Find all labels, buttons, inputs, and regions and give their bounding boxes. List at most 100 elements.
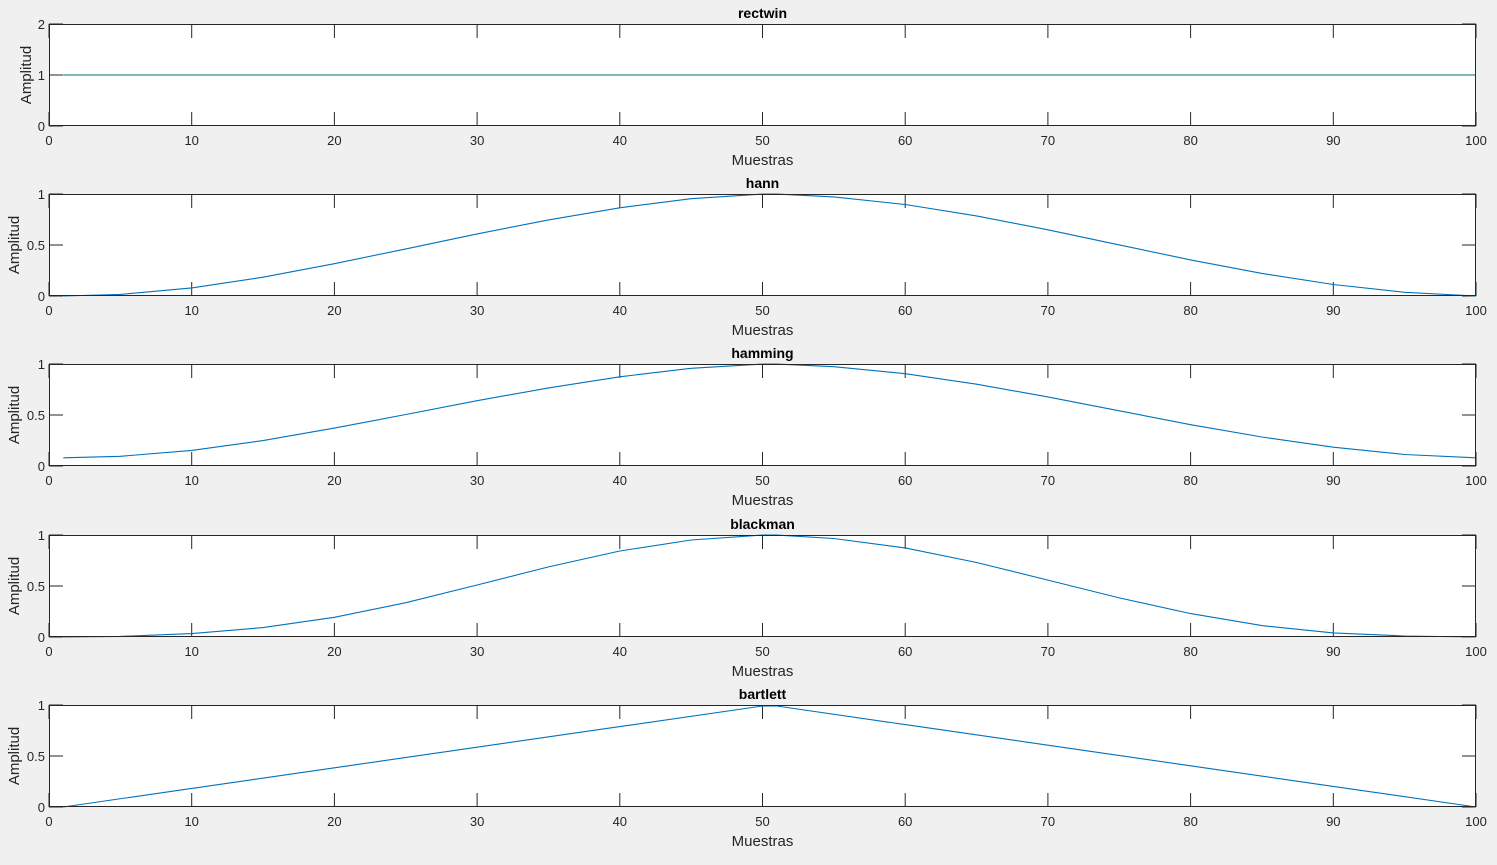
x-tick-label: 50 <box>755 473 769 488</box>
x-tick-label: 70 <box>1041 814 1055 829</box>
x-tick-label: 30 <box>470 303 484 318</box>
x-tick-label: 100 <box>1465 303 1487 318</box>
x-tick-label: 20 <box>327 133 341 148</box>
x-tick-label: 60 <box>898 473 912 488</box>
x-tick-label: 10 <box>184 473 198 488</box>
x-axis-label: Muestras <box>732 833 794 850</box>
y-tick-label: 2 <box>38 17 45 32</box>
x-tick-label: 90 <box>1326 473 1340 488</box>
x-tick-label: 0 <box>45 473 52 488</box>
x-tick-label: 30 <box>470 814 484 829</box>
y-tick-label: 0.5 <box>27 579 45 594</box>
x-tick-label: 50 <box>755 814 769 829</box>
subplot-hann: 0 10 20 30 40 50 60 70 80 90 100 0 0.5 1 hann Muestras A… <box>6 175 1487 339</box>
x-tick-label: 90 <box>1326 814 1340 829</box>
x-tick-label: 80 <box>1183 133 1197 148</box>
y-tick-label: 1 <box>38 698 45 713</box>
x-tick-label: 40 <box>613 473 627 488</box>
y-axis-label: Amplitud <box>6 216 23 274</box>
subplot-title: rectwin <box>738 5 787 21</box>
plot-area <box>49 535 1476 637</box>
x-tick-label: 20 <box>327 814 341 829</box>
y-tick-label: 1 <box>38 187 45 202</box>
x-tick-label: 30 <box>470 644 484 659</box>
x-tick-label: 100 <box>1465 473 1487 488</box>
x-tick-label: 90 <box>1326 133 1340 148</box>
x-tick-label: 10 <box>184 133 198 148</box>
subplot-title: blackman <box>730 516 795 532</box>
x-tick-label: 50 <box>755 303 769 318</box>
subplot-rectwin: 0 10 20 30 40 50 60 70 80 90 100 0 1 2 rectwin Muestras… <box>18 5 1487 169</box>
x-tick-label: 70 <box>1041 133 1055 148</box>
x-tick-label: 40 <box>613 644 627 659</box>
y-tick-label: 0.5 <box>27 749 45 764</box>
x-tick-label: 10 <box>184 303 198 318</box>
y-axis-label: Amplitud <box>18 46 35 104</box>
x-tick-label: 80 <box>1183 473 1197 488</box>
x-tick-label: 50 <box>755 644 769 659</box>
subplot-title: hamming <box>731 345 793 361</box>
y-axis-label: Amplitud <box>6 386 23 444</box>
x-tick-label: 30 <box>470 133 484 148</box>
y-tick-label: 0 <box>38 289 45 304</box>
x-tick-label: 70 <box>1041 644 1055 659</box>
subplot-title: bartlett <box>739 686 787 702</box>
y-tick-label: 1 <box>38 68 45 83</box>
y-tick-label: 0 <box>38 630 45 645</box>
x-tick-label: 100 <box>1465 644 1487 659</box>
x-tick-label: 10 <box>184 814 198 829</box>
x-tick-label: 40 <box>613 814 627 829</box>
axes-box <box>49 705 1476 807</box>
x-tick-label: 30 <box>470 473 484 488</box>
y-tick-label: 0.5 <box>27 238 45 253</box>
axes-box <box>49 364 1476 466</box>
x-tick-label: 40 <box>613 133 627 148</box>
y-tick-label: 0 <box>38 800 45 815</box>
x-tick-label: 60 <box>898 814 912 829</box>
x-tick-label: 0 <box>45 814 52 829</box>
x-axis-label: Muestras <box>732 322 794 339</box>
x-tick-label: 0 <box>45 133 52 148</box>
y-tick-label: 1 <box>38 528 45 543</box>
x-tick-label: 40 <box>613 303 627 318</box>
x-tick-label: 50 <box>755 133 769 148</box>
axes-box <box>49 194 1476 296</box>
y-axis-label: Amplitud <box>6 727 23 785</box>
x-axis-label: Muestras <box>732 663 794 680</box>
x-tick-label: 60 <box>898 303 912 318</box>
y-axis-label: Amplitud <box>6 557 23 615</box>
x-axis-label: Muestras <box>732 492 794 509</box>
y-tick-label: 0.5 <box>27 408 45 423</box>
axes-box <box>49 24 1476 126</box>
plot-area <box>49 364 1476 466</box>
subplot-blackman: 0 10 20 30 40 50 60 70 80 90 100 0 0.5 1 blackman Muest… <box>6 516 1487 680</box>
x-tick-label: 70 <box>1041 303 1055 318</box>
x-tick-label: 90 <box>1326 303 1340 318</box>
subplot-hamming: 0 10 20 30 40 50 60 70 80 90 100 0 0.5 1 hamming Muestr… <box>6 345 1487 509</box>
x-tick-label: 100 <box>1465 133 1487 148</box>
x-tick-label: 100 <box>1465 814 1487 829</box>
x-axis-label: Muestras <box>732 152 794 169</box>
x-tick-label: 0 <box>45 303 52 318</box>
subplot-bartlett: 0 10 20 30 40 50 60 70 80 90 100 0 0.5 1 bartlett Muest… <box>6 686 1487 850</box>
axes-box <box>49 535 1476 637</box>
x-tick-label: 20 <box>327 644 341 659</box>
x-tick-label: 60 <box>898 133 912 148</box>
x-tick-label: 10 <box>184 644 198 659</box>
y-tick-label: 0 <box>38 119 45 134</box>
x-tick-label: 80 <box>1183 303 1197 318</box>
y-tick-label: 1 <box>38 357 45 372</box>
x-tick-label: 60 <box>898 644 912 659</box>
x-tick-label: 70 <box>1041 473 1055 488</box>
subplot-title: hann <box>746 175 779 191</box>
x-tick-label: 80 <box>1183 814 1197 829</box>
plot-area <box>49 705 1476 807</box>
y-tick-label: 0 <box>38 459 45 474</box>
plot-area <box>49 194 1476 296</box>
x-tick-label: 90 <box>1326 644 1340 659</box>
x-tick-label: 80 <box>1183 644 1197 659</box>
x-tick-label: 0 <box>45 644 52 659</box>
x-tick-label: 20 <box>327 303 341 318</box>
x-tick-label: 20 <box>327 473 341 488</box>
